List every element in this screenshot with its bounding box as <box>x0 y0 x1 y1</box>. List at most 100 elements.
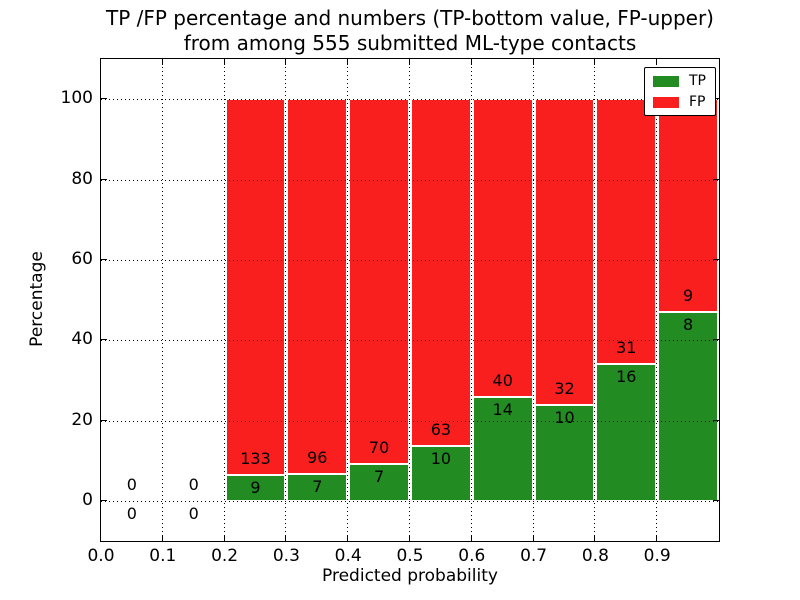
bar-tp-segment <box>287 473 348 501</box>
tp-count-label: 9 <box>250 478 261 498</box>
x-tick <box>285 535 287 541</box>
fp-count-label: 9 <box>683 285 694 305</box>
y-tick-right <box>713 499 719 501</box>
vertical-gridline <box>656 59 658 541</box>
bar-fp-segment <box>534 99 595 406</box>
fp-count-label: 63 <box>430 419 452 439</box>
x-tick-label: 0.1 <box>149 546 177 566</box>
y-tick-right <box>713 339 719 341</box>
y-tick-right <box>713 419 719 421</box>
y-tick-right <box>713 98 719 100</box>
x-tick-top <box>223 59 225 65</box>
horizontal-gridline <box>101 99 719 101</box>
y-tick <box>101 499 107 501</box>
y-tick <box>101 178 107 180</box>
tp-count-label: 10 <box>554 408 575 428</box>
y-tick-right <box>713 258 719 260</box>
bar-fp-segment <box>287 99 348 474</box>
y-tick <box>101 98 107 100</box>
tp-count-label: 7 <box>312 476 323 496</box>
tp-count-label: 8 <box>683 314 694 334</box>
x-axis-label: Predicted probability <box>322 566 498 586</box>
bar-tp-segment <box>472 396 533 501</box>
chart-title-line1: TP /FP percentage and numbers (TP-bottom… <box>106 6 714 30</box>
x-tick-top <box>532 59 534 65</box>
legend-label: TP <box>689 73 706 89</box>
vertical-gridline <box>223 59 225 541</box>
tp-count-label: 14 <box>492 399 513 419</box>
x-tick-label: 0.3 <box>272 546 300 566</box>
bar-tp-segment <box>225 475 286 501</box>
x-tick <box>594 535 596 541</box>
bar-fp-segment <box>472 99 533 397</box>
bar-fp-segment <box>349 99 409 465</box>
vertical-gridline <box>347 59 349 541</box>
bar-tp-segment <box>658 311 718 501</box>
fp-count-label: 32 <box>554 379 575 399</box>
fp-count-label: 0 <box>126 474 137 494</box>
fp-count-label: 31 <box>616 338 637 358</box>
x-tick-label: 0.7 <box>520 546 548 566</box>
y-tick <box>101 258 107 260</box>
y-tick-label: 40 <box>71 329 93 350</box>
bar-fp-segment <box>225 99 286 476</box>
x-tick <box>347 535 349 541</box>
chart-title-line2: from among 555 submitted ML-type contact… <box>183 31 637 55</box>
fp-count-label: 0 <box>188 474 199 494</box>
y-tick-label: 0 <box>82 489 93 510</box>
x-tick-label: 0.6 <box>458 546 486 566</box>
fp-count-label: 133 <box>240 449 271 469</box>
x-tick-top <box>594 59 596 65</box>
x-tick-label: 0.4 <box>334 546 362 566</box>
tp-count-label: 16 <box>616 367 637 387</box>
x-tick-top <box>285 59 287 65</box>
bar-fp-segment <box>411 99 471 446</box>
vertical-gridline <box>285 59 287 541</box>
x-tick-label: 0.5 <box>396 546 424 566</box>
legend-label: FP <box>689 94 706 110</box>
bar-tp-segment <box>349 464 409 501</box>
tp-count-label: 10 <box>430 448 452 468</box>
x-tick <box>656 535 658 541</box>
x-tick <box>223 535 225 541</box>
x-tick-label: 0.9 <box>643 546 671 566</box>
horizontal-gridline <box>101 420 719 422</box>
chart-title: TP /FP percentage and numbers (TP-bottom… <box>100 6 720 56</box>
x-tick-top <box>470 59 472 65</box>
vertical-gridline <box>532 59 534 541</box>
fp-count-label: 96 <box>307 447 328 467</box>
legend: TP FP <box>644 67 716 116</box>
y-tick-label: 60 <box>71 248 93 269</box>
y-tick <box>101 339 107 341</box>
tp-color-swatch <box>653 75 679 87</box>
y-tick-right <box>713 178 719 180</box>
x-tick-label: 0.0 <box>87 546 115 566</box>
x-tick-top <box>409 59 410 65</box>
x-tick-top <box>161 59 163 65</box>
vertical-gridline <box>409 59 410 541</box>
bar-fp-segment <box>596 99 657 365</box>
vertical-gridline <box>161 59 163 541</box>
x-tick <box>470 535 472 541</box>
bar-tp-segment <box>411 445 471 501</box>
x-tick-top <box>656 59 658 65</box>
y-axis-label: Percentage <box>27 251 47 347</box>
fp-count-label: 40 <box>492 370 513 390</box>
x-tick-label: 0.2 <box>211 546 239 566</box>
horizontal-gridline <box>101 500 719 502</box>
y-tick-label: 80 <box>71 168 93 189</box>
legend-item-tp: TP <box>653 74 706 88</box>
legend-item-fp: FP <box>653 95 706 109</box>
x-tick-top <box>100 59 101 65</box>
bar-tp-segment <box>596 364 657 501</box>
x-tick <box>532 535 534 541</box>
x-tick <box>409 535 410 541</box>
y-tick <box>101 419 107 421</box>
x-tick-top <box>347 59 349 65</box>
y-tick-label: 100 <box>60 88 93 109</box>
vertical-gridline <box>594 59 596 541</box>
bar-fp-segment <box>658 99 718 312</box>
tp-count-label: 7 <box>374 467 385 487</box>
fp-count-label: 70 <box>368 438 390 458</box>
